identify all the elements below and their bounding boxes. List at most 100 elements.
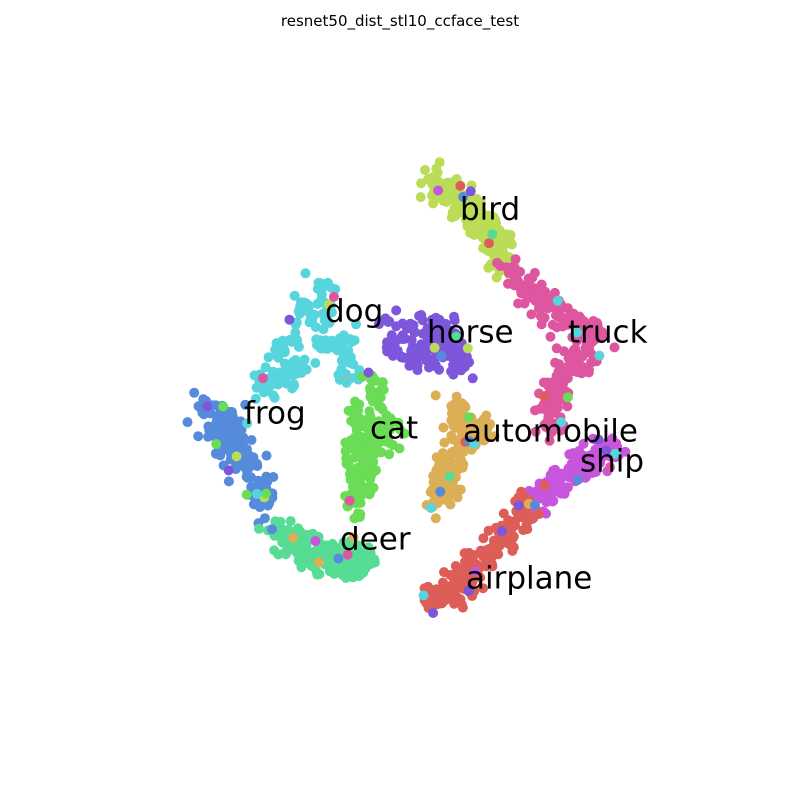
point-bird xyxy=(470,222,481,232)
point-ship xyxy=(578,438,589,449)
point-airplane xyxy=(460,556,470,567)
point-deer xyxy=(296,562,307,573)
point-truck xyxy=(344,495,355,506)
cluster-label-cat: cat xyxy=(370,411,418,447)
cluster-label-frog: frog xyxy=(244,396,306,432)
point-truck xyxy=(568,308,579,319)
mixed-points xyxy=(202,180,621,618)
point-automobile xyxy=(288,532,299,543)
point-horse xyxy=(408,320,419,331)
point-bird xyxy=(478,215,489,226)
point-truck xyxy=(328,291,339,302)
point-cat xyxy=(355,491,366,502)
point-cat xyxy=(399,428,410,439)
point-dog xyxy=(289,290,300,301)
point-airplane xyxy=(479,546,490,557)
point-automobile xyxy=(431,465,442,476)
point-bird xyxy=(483,262,494,273)
point-frog xyxy=(203,431,214,442)
point-truck xyxy=(558,313,569,324)
point-airplane xyxy=(513,492,524,503)
point-horse xyxy=(387,334,398,345)
point-deer xyxy=(275,516,286,527)
point-airplane xyxy=(522,524,533,535)
cluster-label-deer: deer xyxy=(340,522,411,558)
point-truck xyxy=(609,342,620,353)
point-cat xyxy=(365,383,375,394)
point-dog xyxy=(351,319,361,330)
point-cat xyxy=(346,464,357,475)
point-cat xyxy=(375,426,386,437)
point-truck xyxy=(586,336,597,347)
point-cat xyxy=(562,392,573,403)
point-truck xyxy=(544,435,555,446)
point-truck xyxy=(586,348,596,359)
point-ship xyxy=(611,438,622,449)
point-airplane xyxy=(478,583,488,594)
point-dog xyxy=(307,314,318,325)
point-dog xyxy=(552,295,563,306)
cluster-label-dog: dog xyxy=(325,294,383,330)
point-cat xyxy=(261,488,272,499)
point-cat xyxy=(349,513,360,524)
cluster-label-airplane: airplane xyxy=(466,561,592,597)
point-truck xyxy=(551,343,562,354)
point-deer xyxy=(363,542,374,553)
point-dog xyxy=(271,338,282,349)
point-dog xyxy=(318,324,329,335)
point-horse xyxy=(398,352,409,363)
point-deer xyxy=(298,553,309,564)
point-automobile xyxy=(451,484,462,495)
point-dog xyxy=(469,438,480,449)
point-frog xyxy=(333,553,344,564)
point-cat xyxy=(350,396,360,407)
point-bird xyxy=(420,165,430,175)
point-horse xyxy=(427,314,438,325)
point-automobile xyxy=(445,454,456,465)
point-airplane xyxy=(539,480,550,491)
point-cat xyxy=(362,464,373,475)
point-dog xyxy=(348,359,359,370)
point-truck xyxy=(547,319,558,330)
point-automobile xyxy=(451,391,462,402)
point-automobile xyxy=(314,557,324,568)
point-horse xyxy=(513,500,524,511)
labels-layer: bird truck dog horse frog cat automobile deer sh… xyxy=(244,192,648,597)
point-bird xyxy=(463,210,474,221)
point-ship xyxy=(563,482,573,493)
point-frog xyxy=(219,430,230,441)
point-airplane xyxy=(539,391,550,402)
point-cat xyxy=(355,478,366,489)
point-automobile xyxy=(430,513,441,524)
point-truck xyxy=(553,305,563,316)
point-deer xyxy=(349,557,359,568)
point-truck xyxy=(526,309,537,320)
point-horse xyxy=(430,360,441,370)
point-frog xyxy=(245,472,256,483)
point-horse xyxy=(374,319,384,329)
point-truck xyxy=(569,318,580,329)
point-truck xyxy=(342,549,353,560)
point-dog xyxy=(311,334,322,345)
point-horse xyxy=(407,349,418,359)
point-frog xyxy=(210,400,221,411)
point-dog xyxy=(343,345,354,356)
point-horse xyxy=(397,318,408,329)
point-truck xyxy=(530,426,541,437)
point-truck xyxy=(520,286,531,297)
point-airplane xyxy=(469,558,480,569)
point-bird xyxy=(462,343,473,354)
point-horse xyxy=(411,356,422,367)
point-horse xyxy=(384,316,395,327)
point-dog xyxy=(332,345,343,356)
point-automobile xyxy=(445,499,456,510)
point-dog xyxy=(279,358,290,369)
point-bird xyxy=(440,191,451,202)
point-truck xyxy=(571,336,582,347)
chart-title: resnet50_dist_stl10_ccface_test xyxy=(280,12,520,30)
point-cat xyxy=(353,405,364,416)
point-automobile xyxy=(434,452,445,463)
point-bird xyxy=(434,157,445,168)
point-deer xyxy=(337,565,348,575)
point-bird xyxy=(416,178,427,189)
